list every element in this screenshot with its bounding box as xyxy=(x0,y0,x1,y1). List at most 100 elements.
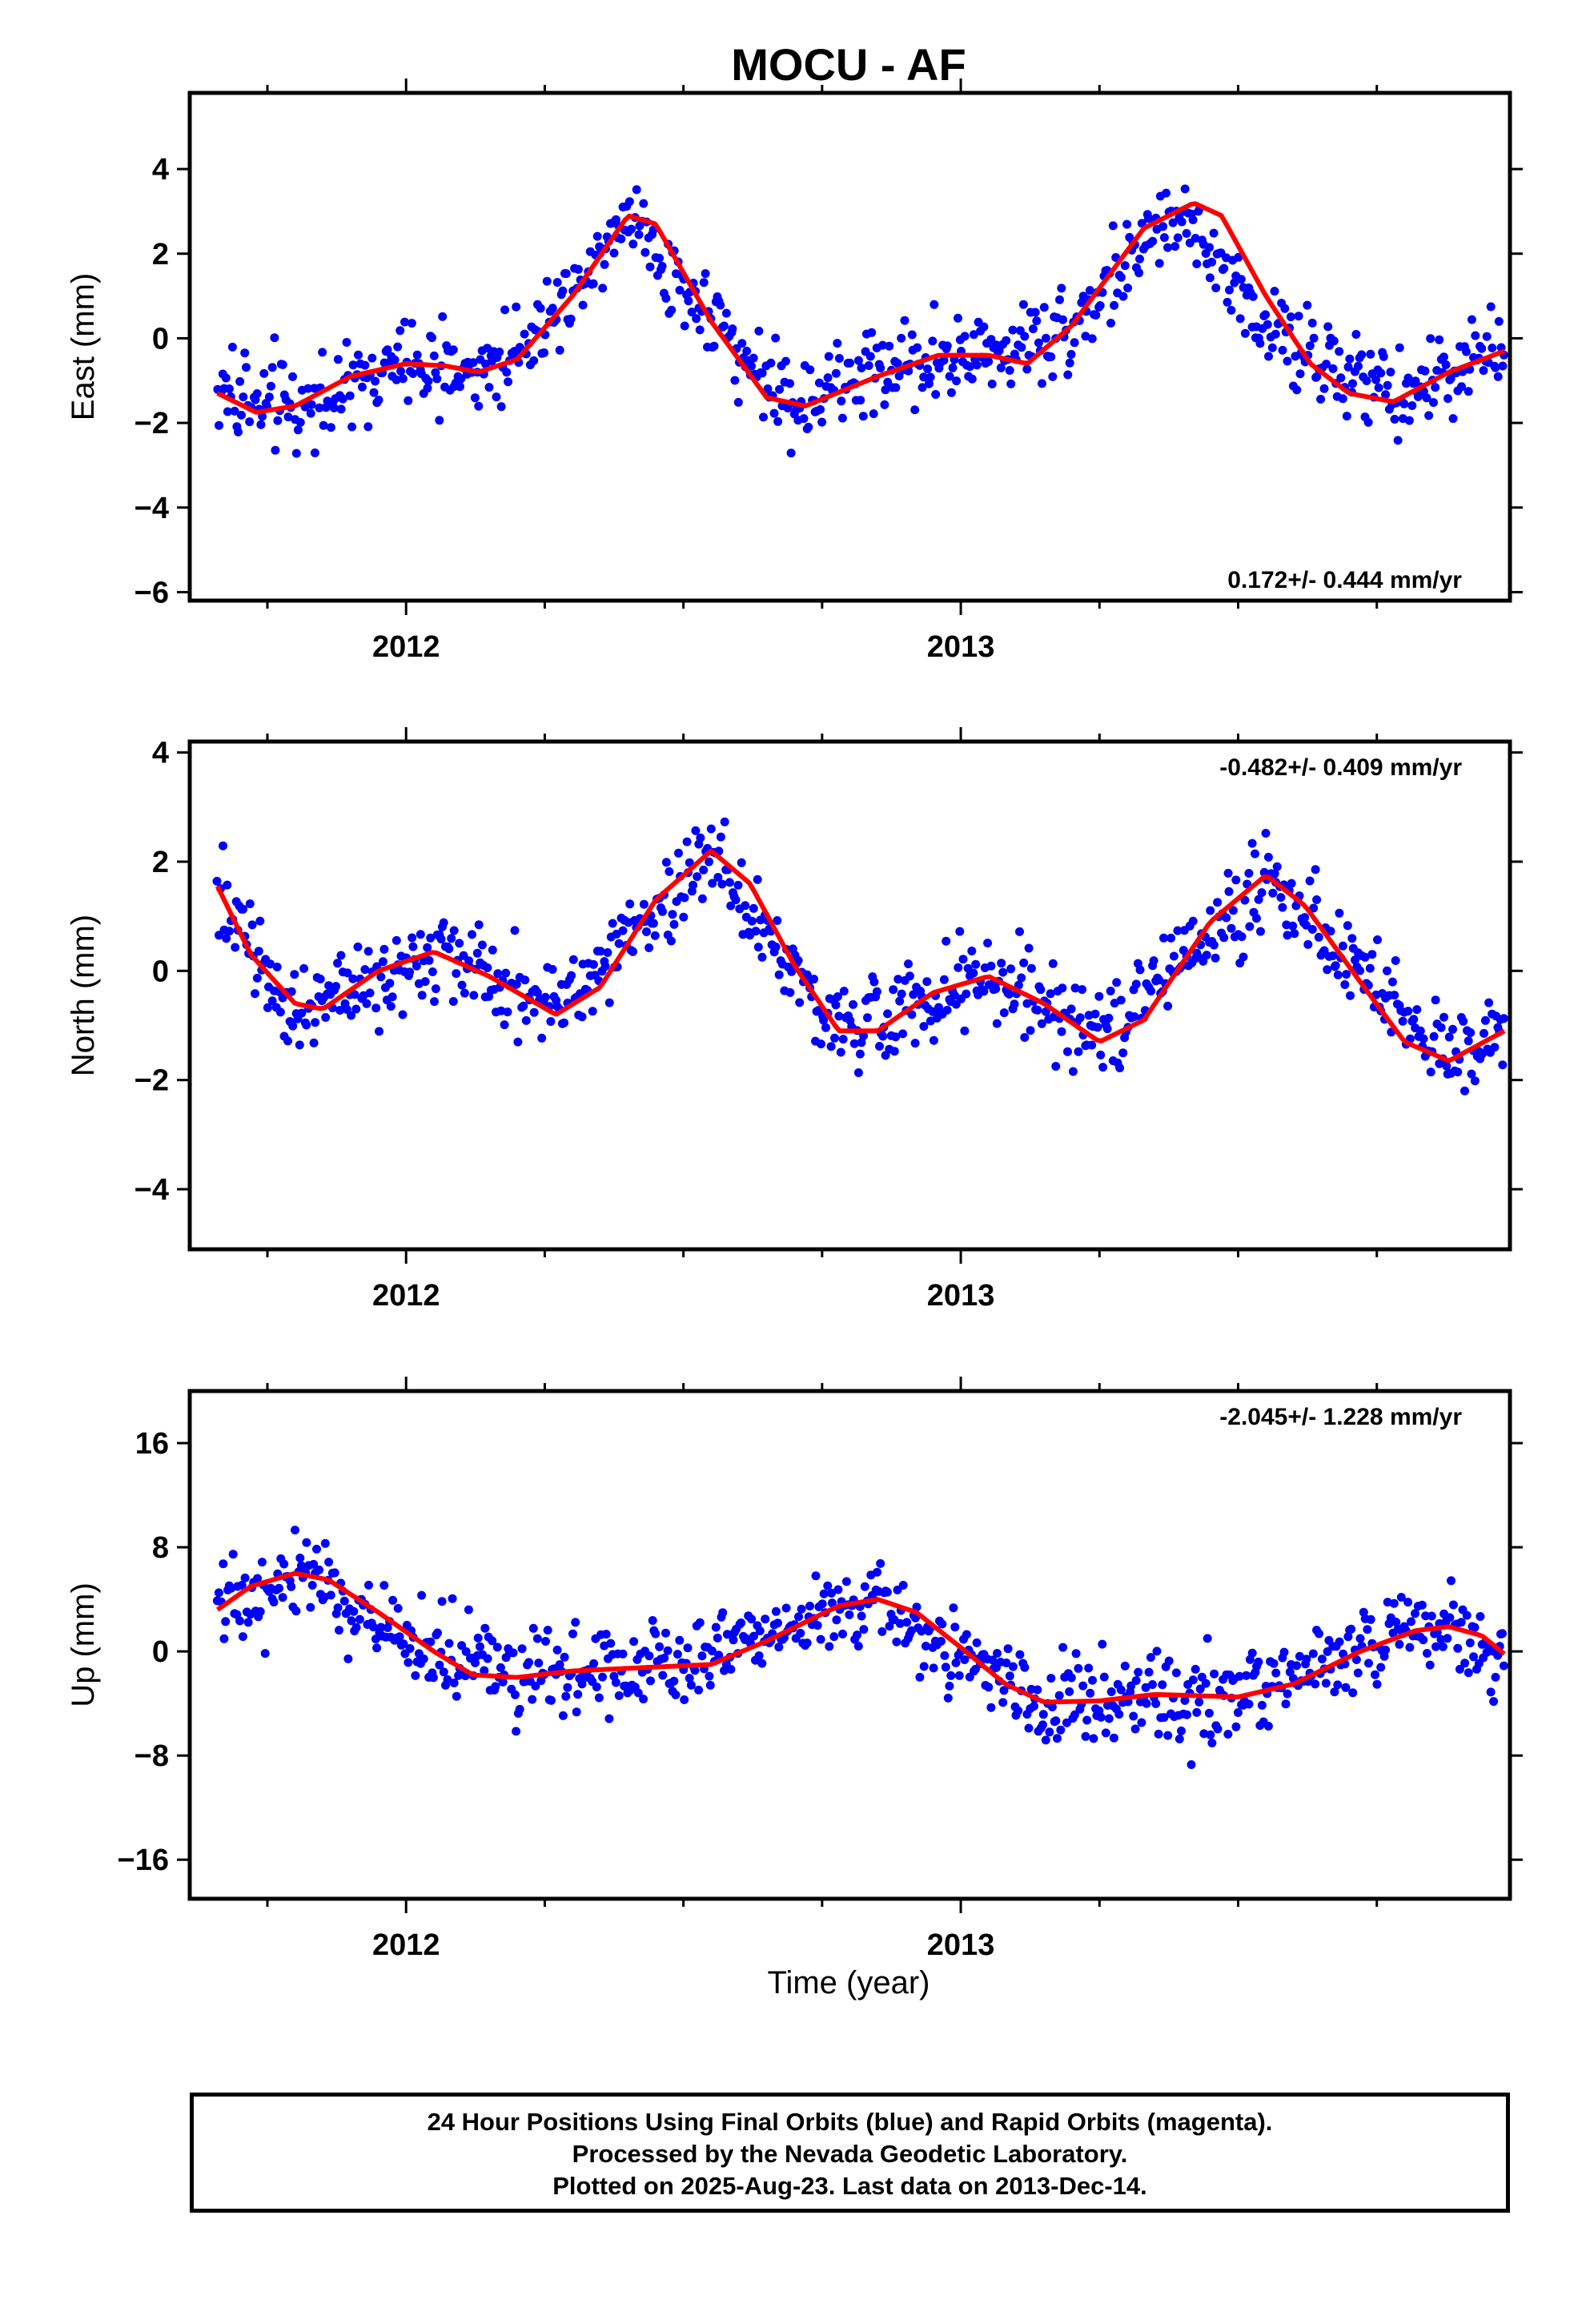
data-point xyxy=(1427,1611,1436,1621)
data-point xyxy=(628,947,637,956)
data-point xyxy=(548,304,557,313)
data-point xyxy=(1081,332,1090,341)
data-point xyxy=(449,1679,459,1687)
data-point xyxy=(396,326,405,336)
data-point xyxy=(986,335,996,344)
data-point xyxy=(679,912,689,922)
data-point xyxy=(1443,394,1452,404)
data-point xyxy=(426,933,436,943)
data-point xyxy=(952,376,962,386)
data-point xyxy=(1158,222,1168,231)
data-point xyxy=(609,248,619,258)
data-point xyxy=(606,1638,616,1648)
data-point xyxy=(464,1605,473,1614)
data-point xyxy=(1207,1739,1217,1747)
data-point xyxy=(999,1686,1009,1695)
data-point xyxy=(655,1642,665,1651)
data-point xyxy=(1148,236,1158,246)
data-point xyxy=(1409,1015,1419,1024)
data-point xyxy=(568,955,578,964)
data-point xyxy=(448,345,458,355)
data-point xyxy=(1457,382,1466,392)
data-point xyxy=(395,1632,404,1642)
data-point xyxy=(221,1617,231,1626)
data-point xyxy=(338,394,347,404)
data-point xyxy=(1351,330,1361,339)
data-point xyxy=(1164,1656,1174,1666)
data-point xyxy=(510,926,520,935)
data-point xyxy=(372,1643,382,1653)
data-point xyxy=(1439,1012,1448,1022)
data-point xyxy=(1471,331,1480,340)
data-point xyxy=(1037,1019,1046,1028)
data-point xyxy=(1331,961,1340,971)
data-point xyxy=(1240,328,1250,338)
data-point xyxy=(997,959,1006,968)
data-point xyxy=(950,991,959,1000)
data-point xyxy=(749,353,758,363)
data-point xyxy=(754,1651,764,1660)
data-point xyxy=(500,1020,509,1030)
data-point xyxy=(592,231,602,241)
data-point xyxy=(1112,978,1122,987)
data-point xyxy=(423,384,432,393)
data-point xyxy=(291,448,301,458)
data-point xyxy=(448,1594,457,1603)
data-point xyxy=(915,1672,925,1682)
data-point xyxy=(881,385,890,395)
data-point xyxy=(1343,1632,1353,1642)
data-point xyxy=(639,899,648,909)
data-point xyxy=(666,936,676,946)
data-point xyxy=(1342,412,1351,421)
data-point xyxy=(633,1688,643,1698)
data-point xyxy=(1322,360,1331,369)
data-point xyxy=(680,1695,689,1704)
data-point xyxy=(404,396,413,405)
data-point xyxy=(388,1595,398,1605)
data-point xyxy=(443,1675,452,1684)
data-point xyxy=(907,330,917,340)
data-point xyxy=(614,1691,624,1700)
data-point xyxy=(687,308,697,317)
data-point xyxy=(1120,261,1130,271)
data-point xyxy=(853,1068,863,1077)
data-point xyxy=(1491,1672,1500,1682)
data-point xyxy=(722,1630,732,1639)
data-point xyxy=(1219,263,1229,273)
data-point xyxy=(1173,233,1182,243)
data-point xyxy=(1236,275,1246,284)
data-point xyxy=(1015,1650,1025,1659)
data-point xyxy=(853,1630,862,1640)
data-point xyxy=(857,1611,866,1621)
data-point xyxy=(634,230,644,239)
data-point xyxy=(287,1582,296,1591)
data-point xyxy=(1381,1645,1391,1655)
data-point xyxy=(339,1596,349,1606)
data-point xyxy=(929,1035,938,1045)
data-point xyxy=(1106,319,1115,328)
data-point xyxy=(1032,316,1042,326)
data-point xyxy=(905,971,914,981)
data-point xyxy=(1168,218,1178,227)
data-point xyxy=(834,354,844,363)
data-point xyxy=(1048,959,1058,968)
data-point xyxy=(1305,341,1315,351)
data-point xyxy=(673,1650,682,1659)
data-point xyxy=(891,383,901,392)
data-point xyxy=(1482,332,1492,341)
data-point xyxy=(560,1018,569,1027)
data-point xyxy=(215,420,223,430)
data-point xyxy=(1467,315,1476,324)
data-point xyxy=(1295,1651,1304,1661)
data-point xyxy=(1283,931,1292,940)
data-point xyxy=(1065,358,1074,368)
data-point xyxy=(877,1626,887,1636)
data-point xyxy=(1264,352,1273,361)
data-point xyxy=(351,1004,361,1014)
data-point xyxy=(1489,1697,1499,1707)
data-point xyxy=(563,1683,572,1692)
data-point xyxy=(512,1727,521,1736)
data-point xyxy=(922,977,932,987)
data-point xyxy=(785,379,794,388)
data-point xyxy=(598,1672,607,1682)
